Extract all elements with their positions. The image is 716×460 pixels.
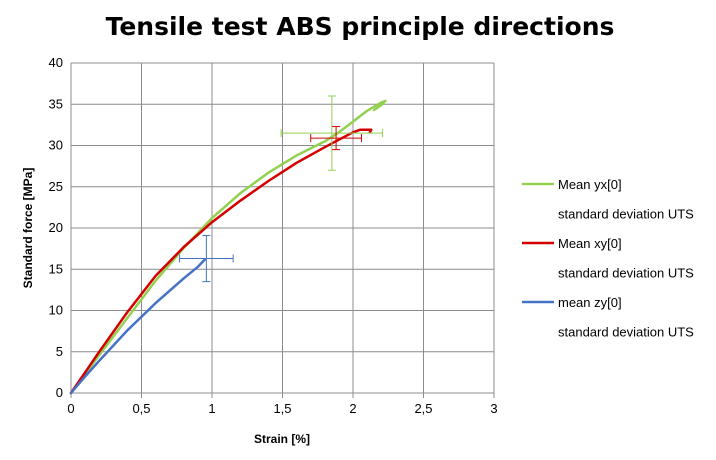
error-bar — [311, 127, 362, 150]
y-tick-label: 30 — [49, 138, 63, 153]
x-tick-label: 3 — [490, 401, 497, 416]
x-axis-label: Strain [%] — [254, 432, 310, 446]
legend-item: Mean yx[0] — [522, 177, 622, 192]
x-tick-label: 0,5 — [132, 401, 150, 416]
legend-label: Mean xy[0] — [558, 236, 622, 251]
series-group — [71, 101, 385, 393]
legend-label: Mean yx[0] — [558, 177, 622, 192]
tick-labels: 0 5 10 15 20 25 30 35 40 0 0,5 1 1,5 2 2,5 3 — [49, 55, 498, 416]
y-tick-label: 40 — [49, 55, 63, 70]
legend: Mean yx[0] standard deviation UTS Mean xy[… — [522, 177, 694, 340]
x-tick-label: 0 — [67, 401, 74, 416]
chart-title: Tensile test ABS principle directions — [106, 12, 615, 41]
series-line — [71, 130, 371, 393]
legend-label: standard deviation UTS — [558, 266, 694, 281]
y-tick-label: 0 — [56, 385, 63, 400]
y-tick-label: 15 — [49, 261, 63, 276]
x-tick-label: 1,5 — [273, 401, 291, 416]
legend-label: standard deviation UTS — [558, 325, 694, 340]
legend-item: Mean xy[0] — [522, 236, 622, 251]
grid — [71, 63, 494, 393]
legend-item: standard deviation UTS — [558, 207, 694, 222]
x-tick-label: 2,5 — [414, 401, 432, 416]
legend-item: standard deviation UTS — [558, 266, 694, 281]
x-tick-label: 1 — [208, 401, 215, 416]
series-line — [71, 259, 205, 393]
y-tick-label: 10 — [49, 303, 63, 318]
legend-item: standard deviation UTS — [558, 325, 694, 340]
y-tick-label: 25 — [49, 179, 63, 194]
error-bars — [180, 96, 383, 282]
legend-label: mean zy[0] — [558, 295, 622, 310]
error-bar — [281, 96, 383, 170]
y-axis-label: Standard force [MPa] — [21, 168, 35, 289]
legend-label: standard deviation UTS — [558, 207, 694, 222]
y-tick-label: 35 — [49, 96, 63, 111]
x-tick-label: 2 — [349, 401, 356, 416]
y-tick-label: 5 — [56, 344, 63, 359]
legend-item: mean zy[0] — [522, 295, 622, 310]
series-line — [71, 101, 385, 393]
y-tick-label: 20 — [49, 220, 63, 235]
